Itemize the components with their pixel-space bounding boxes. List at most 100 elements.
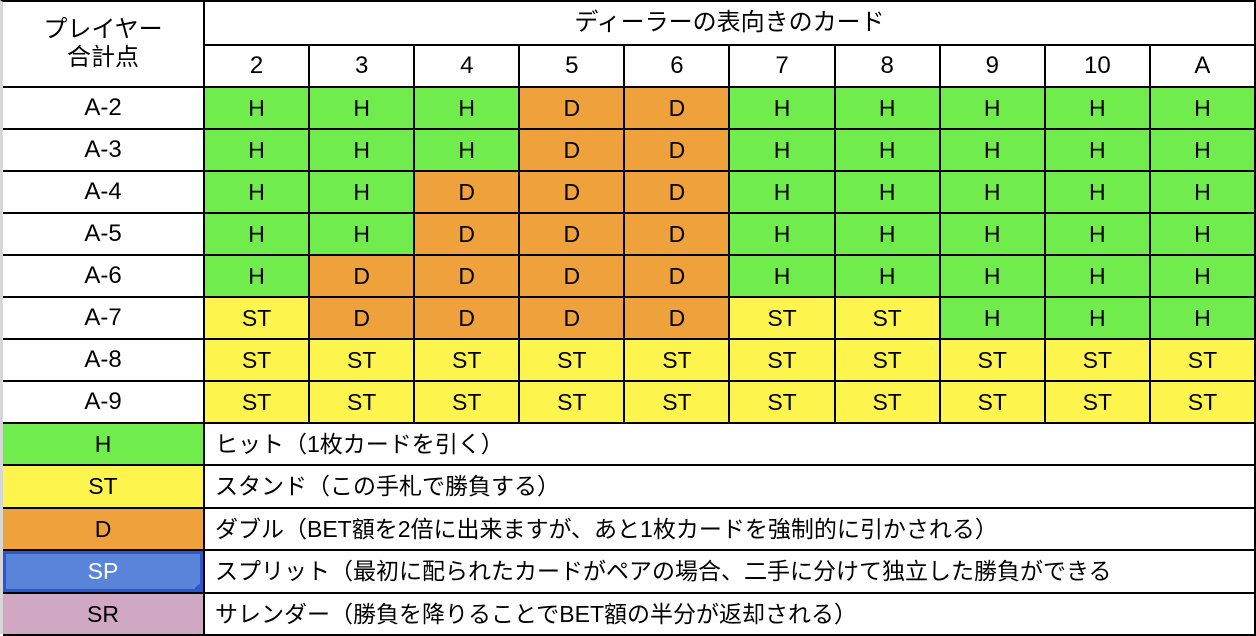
player-total-header[interactable]: プレイヤー 合計点 (3, 2, 205, 88)
strategy-cell[interactable]: D (415, 172, 521, 214)
strategy-cell[interactable]: ST (835, 382, 941, 424)
strategy-cell[interactable]: H (730, 130, 836, 172)
dealer-card-header-6[interactable]: 6 (625, 46, 731, 88)
strategy-cell[interactable]: H (940, 172, 1046, 214)
strategy-cell[interactable]: H (1045, 214, 1151, 256)
dealer-card-header-4[interactable]: 4 (415, 46, 521, 88)
strategy-cell[interactable]: H (730, 214, 836, 256)
strategy-cell[interactable]: H (1150, 88, 1256, 130)
strategy-cell[interactable]: H (1150, 130, 1256, 172)
strategy-cell[interactable]: ST (1150, 340, 1256, 382)
dealer-card-header-8[interactable]: 8 (835, 46, 941, 88)
legend-description-double[interactable]: ダブル（BET額を2倍に出来ますが、あと1枚カードを強制的に引かされる） (205, 508, 1256, 552)
strategy-cell[interactable]: D (520, 214, 626, 256)
strategy-cell[interactable]: H (415, 130, 521, 172)
strategy-cell[interactable]: H (940, 130, 1046, 172)
strategy-cell[interactable]: ST (730, 382, 836, 424)
legend-swatch-split[interactable]: SP (3, 551, 205, 594)
strategy-cell[interactable]: H (1045, 298, 1151, 340)
dealer-card-header-9[interactable]: 9 (940, 46, 1046, 88)
row-label-a8[interactable]: A-8 (3, 340, 205, 382)
strategy-cell[interactable]: H (1150, 214, 1256, 256)
strategy-cell[interactable]: D (625, 298, 731, 340)
strategy-cell[interactable]: D (520, 256, 626, 298)
strategy-cell[interactable]: H (1045, 130, 1151, 172)
dealer-card-header-3[interactable]: 3 (310, 46, 416, 88)
strategy-cell[interactable]: ST (835, 340, 941, 382)
strategy-cell[interactable]: D (625, 130, 731, 172)
strategy-cell[interactable]: D (520, 88, 626, 130)
strategy-cell[interactable]: D (415, 298, 521, 340)
dealer-upcard-header[interactable]: ディーラーの表向きのカード (205, 2, 1256, 46)
strategy-cell[interactable]: D (520, 298, 626, 340)
row-label-a9[interactable]: A-9 (3, 382, 205, 424)
strategy-cell[interactable]: ST (625, 340, 731, 382)
row-label-a7[interactable]: A-7 (3, 298, 205, 340)
row-label-a3[interactable]: A-3 (3, 130, 205, 172)
strategy-cell[interactable]: D (310, 256, 416, 298)
strategy-cell[interactable]: D (415, 256, 521, 298)
strategy-cell[interactable]: H (310, 172, 416, 214)
strategy-cell[interactable]: ST (1150, 382, 1256, 424)
strategy-cell[interactable]: ST (520, 382, 626, 424)
strategy-cell[interactable]: ST (520, 340, 626, 382)
dealer-card-header-A[interactable]: A (1150, 46, 1256, 88)
strategy-cell[interactable]: ST (205, 298, 311, 340)
dealer-card-header-10[interactable]: 10 (1045, 46, 1151, 88)
strategy-cell[interactable]: H (835, 130, 941, 172)
strategy-cell[interactable]: H (940, 256, 1046, 298)
row-label-a6[interactable]: A-6 (3, 256, 205, 298)
row-label-a4[interactable]: A-4 (3, 172, 205, 214)
dealer-card-header-7[interactable]: 7 (730, 46, 836, 88)
strategy-cell[interactable]: H (835, 214, 941, 256)
strategy-cell[interactable]: H (730, 88, 836, 130)
strategy-cell[interactable]: H (1045, 172, 1151, 214)
strategy-cell[interactable]: H (310, 88, 416, 130)
strategy-cell[interactable]: H (205, 130, 311, 172)
strategy-cell[interactable]: ST (730, 298, 836, 340)
strategy-cell[interactable]: H (205, 88, 311, 130)
strategy-cell[interactable]: H (730, 172, 836, 214)
strategy-cell[interactable]: ST (310, 340, 416, 382)
strategy-cell[interactable]: H (1045, 88, 1151, 130)
dealer-card-header-2[interactable]: 2 (205, 46, 311, 88)
strategy-cell[interactable]: D (415, 214, 521, 256)
legend-swatch-hit[interactable]: H (3, 424, 205, 467)
strategy-cell[interactable]: ST (415, 382, 521, 424)
strategy-cell[interactable]: D (625, 88, 731, 130)
strategy-cell[interactable]: D (625, 172, 731, 214)
dealer-card-header-5[interactable]: 5 (520, 46, 626, 88)
strategy-cell[interactable]: H (1045, 256, 1151, 298)
strategy-cell[interactable]: ST (730, 340, 836, 382)
strategy-cell[interactable]: D (520, 130, 626, 172)
strategy-cell[interactable]: H (1150, 256, 1256, 298)
strategy-cell[interactable]: D (625, 256, 731, 298)
legend-swatch-double[interactable]: D (3, 508, 205, 552)
strategy-cell[interactable]: ST (205, 340, 311, 382)
strategy-cell[interactable]: ST (415, 340, 521, 382)
legend-description-hit[interactable]: ヒット（1枚カードを引く） (205, 424, 1256, 467)
strategy-cell[interactable]: H (1150, 298, 1256, 340)
strategy-cell[interactable]: H (835, 256, 941, 298)
strategy-cell[interactable]: H (310, 130, 416, 172)
strategy-cell[interactable]: H (1150, 172, 1256, 214)
strategy-cell[interactable]: ST (1045, 340, 1151, 382)
legend-swatch-stand[interactable]: ST (3, 466, 205, 509)
strategy-cell[interactable]: H (940, 88, 1046, 130)
strategy-cell[interactable]: H (940, 298, 1046, 340)
legend-description-stand[interactable]: スタンド（この手札で勝負する） (205, 466, 1256, 509)
strategy-cell[interactable]: H (205, 172, 311, 214)
strategy-cell[interactable]: ST (625, 382, 731, 424)
strategy-cell[interactable]: H (205, 214, 311, 256)
strategy-cell[interactable]: H (730, 256, 836, 298)
strategy-cell[interactable]: D (625, 214, 731, 256)
strategy-cell[interactable]: D (310, 298, 416, 340)
strategy-cell[interactable]: ST (940, 382, 1046, 424)
row-label-a2[interactable]: A-2 (3, 88, 205, 130)
row-label-a5[interactable]: A-5 (3, 214, 205, 256)
strategy-cell[interactable]: H (310, 214, 416, 256)
legend-swatch-surrender[interactable]: SR (3, 593, 205, 636)
strategy-cell[interactable]: ST (835, 298, 941, 340)
strategy-cell[interactable]: H (835, 172, 941, 214)
strategy-cell[interactable]: ST (1045, 382, 1151, 424)
